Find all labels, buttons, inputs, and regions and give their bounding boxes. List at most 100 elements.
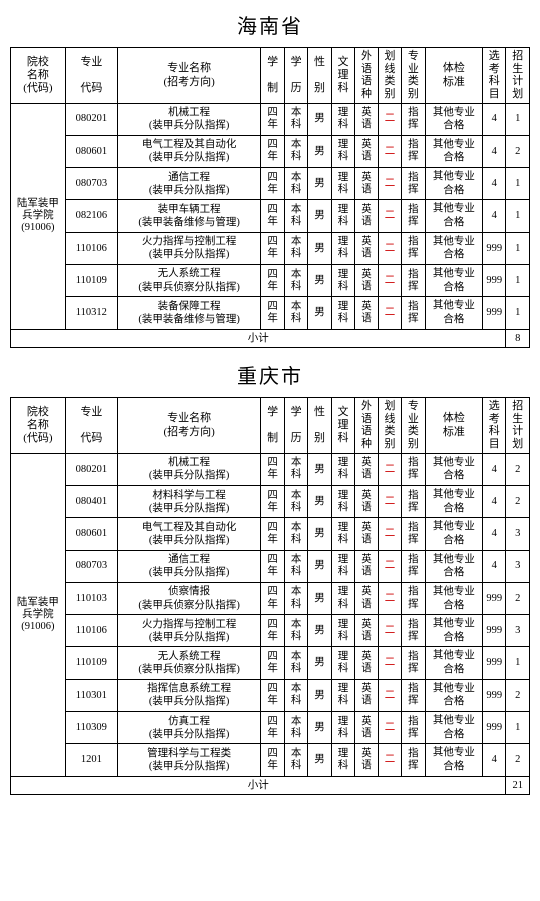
xk-cell: 4	[483, 168, 506, 200]
hx-cell: 二	[378, 518, 401, 550]
zy-cell: 指挥	[402, 744, 425, 776]
tj-cell: 其他专业合格	[425, 615, 482, 647]
xk-cell: 999	[483, 615, 506, 647]
xk-cell: 4	[483, 550, 506, 582]
xk-cell: 4	[483, 453, 506, 485]
th-hx: 划线类别	[378, 48, 401, 104]
xl-cell: 本科	[284, 232, 307, 264]
xb-cell: 男	[308, 647, 331, 679]
table-header-row: 院校名称(代码)专业 代码专业名称(招考方向)学 制学 历性 别文理科外语语种划…	[11, 398, 530, 454]
zy-cell: 指挥	[402, 232, 425, 264]
table-row: 110309仿真工程(装甲兵分队指挥)四年本科男理科英语二指挥其他专业合格999…	[11, 711, 530, 743]
th-tj: 体检标准	[425, 398, 482, 454]
wy-cell: 英语	[355, 264, 378, 296]
wy-cell: 英语	[355, 135, 378, 167]
major-cell: 电气工程及其自动化(装甲兵分队指挥)	[117, 135, 260, 167]
wl-cell: 理科	[331, 518, 354, 550]
xk-cell: 4	[483, 103, 506, 135]
code-cell: 110301	[65, 679, 117, 711]
wl-cell: 理科	[331, 264, 354, 296]
th-school: 院校名称(代码)	[11, 398, 66, 454]
major-cell: 装甲车辆工程(装甲装备维修与管理)	[117, 200, 260, 232]
major-cell: 侦察情报(装甲兵侦察分队指挥)	[117, 582, 260, 614]
zs-cell: 3	[506, 615, 530, 647]
wl-cell: 理科	[331, 453, 354, 485]
xl-cell: 本科	[284, 103, 307, 135]
code-cell: 080201	[65, 103, 117, 135]
zs-cell: 2	[506, 135, 530, 167]
zs-cell: 2	[506, 453, 530, 485]
table-row: 080703通信工程(装甲兵分队指挥)四年本科男理科英语二指挥其他专业合格41	[11, 168, 530, 200]
major-cell: 材料科学与工程(装甲兵分队指挥)	[117, 486, 260, 518]
table-row: 080601电气工程及其自动化(装甲兵分队指挥)四年本科男理科英语二指挥其他专业…	[11, 135, 530, 167]
zs-cell: 1	[506, 232, 530, 264]
wl-cell: 理科	[331, 200, 354, 232]
th-xb: 性 别	[308, 48, 331, 104]
xb-cell: 男	[308, 200, 331, 232]
zy-cell: 指挥	[402, 679, 425, 711]
zy-cell: 指挥	[402, 103, 425, 135]
zy-cell: 指挥	[402, 550, 425, 582]
xl-cell: 本科	[284, 679, 307, 711]
zy-cell: 指挥	[402, 135, 425, 167]
xk-cell: 4	[483, 200, 506, 232]
zs-cell: 1	[506, 200, 530, 232]
table-row: 110109无人系统工程(装甲兵侦察分队指挥)四年本科男理科英语二指挥其他专业合…	[11, 647, 530, 679]
xz-cell: 四年	[261, 486, 284, 518]
school-cell: 陆军装甲兵学院(91006)	[11, 453, 66, 776]
code-cell: 110103	[65, 582, 117, 614]
table-row: 110301指挥信息系统工程(装甲兵分队指挥)四年本科男理科英语二指挥其他专业合…	[11, 679, 530, 711]
hx-cell: 二	[378, 647, 401, 679]
hx-cell: 二	[378, 711, 401, 743]
xz-cell: 四年	[261, 615, 284, 647]
wy-cell: 英语	[355, 550, 378, 582]
subtotal-row: 小计8	[11, 329, 530, 348]
zy-cell: 指挥	[402, 647, 425, 679]
xk-cell: 4	[483, 135, 506, 167]
code-cell: 110312	[65, 297, 117, 329]
hx-cell: 二	[378, 582, 401, 614]
code-cell: 080401	[65, 486, 117, 518]
th-xz: 学 制	[261, 48, 284, 104]
wl-cell: 理科	[331, 744, 354, 776]
xb-cell: 男	[308, 168, 331, 200]
xb-cell: 男	[308, 232, 331, 264]
tj-cell: 其他专业合格	[425, 103, 482, 135]
major-cell: 无人系统工程(装甲兵侦察分队指挥)	[117, 264, 260, 296]
major-cell: 仿真工程(装甲兵分队指挥)	[117, 711, 260, 743]
major-cell: 电气工程及其自动化(装甲兵分队指挥)	[117, 518, 260, 550]
xb-cell: 男	[308, 744, 331, 776]
zy-cell: 指挥	[402, 582, 425, 614]
code-cell: 1201	[65, 744, 117, 776]
xk-cell: 999	[483, 711, 506, 743]
xl-cell: 本科	[284, 453, 307, 485]
th-hx: 划线类别	[378, 398, 401, 454]
xz-cell: 四年	[261, 518, 284, 550]
tj-cell: 其他专业合格	[425, 550, 482, 582]
th-code: 专业 代码	[65, 48, 117, 104]
zy-cell: 指挥	[402, 486, 425, 518]
xz-cell: 四年	[261, 744, 284, 776]
wl-cell: 理科	[331, 168, 354, 200]
zs-cell: 3	[506, 550, 530, 582]
tj-cell: 其他专业合格	[425, 518, 482, 550]
xb-cell: 男	[308, 103, 331, 135]
xk-cell: 4	[483, 744, 506, 776]
wl-cell: 理科	[331, 550, 354, 582]
zs-cell: 2	[506, 486, 530, 518]
major-cell: 管理科学与工程类(装甲兵分队指挥)	[117, 744, 260, 776]
major-cell: 无人系统工程(装甲兵侦察分队指挥)	[117, 647, 260, 679]
tj-cell: 其他专业合格	[425, 582, 482, 614]
zs-cell: 1	[506, 264, 530, 296]
xl-cell: 本科	[284, 486, 307, 518]
wl-cell: 理科	[331, 582, 354, 614]
wy-cell: 英语	[355, 200, 378, 232]
table-row: 080401材料科学与工程(装甲兵分队指挥)四年本科男理科英语二指挥其他专业合格…	[11, 486, 530, 518]
xz-cell: 四年	[261, 232, 284, 264]
th-xl: 学 历	[284, 398, 307, 454]
wl-cell: 理科	[331, 297, 354, 329]
hx-cell: 二	[378, 453, 401, 485]
xl-cell: 本科	[284, 200, 307, 232]
zs-cell: 2	[506, 582, 530, 614]
xk-cell: 999	[483, 264, 506, 296]
